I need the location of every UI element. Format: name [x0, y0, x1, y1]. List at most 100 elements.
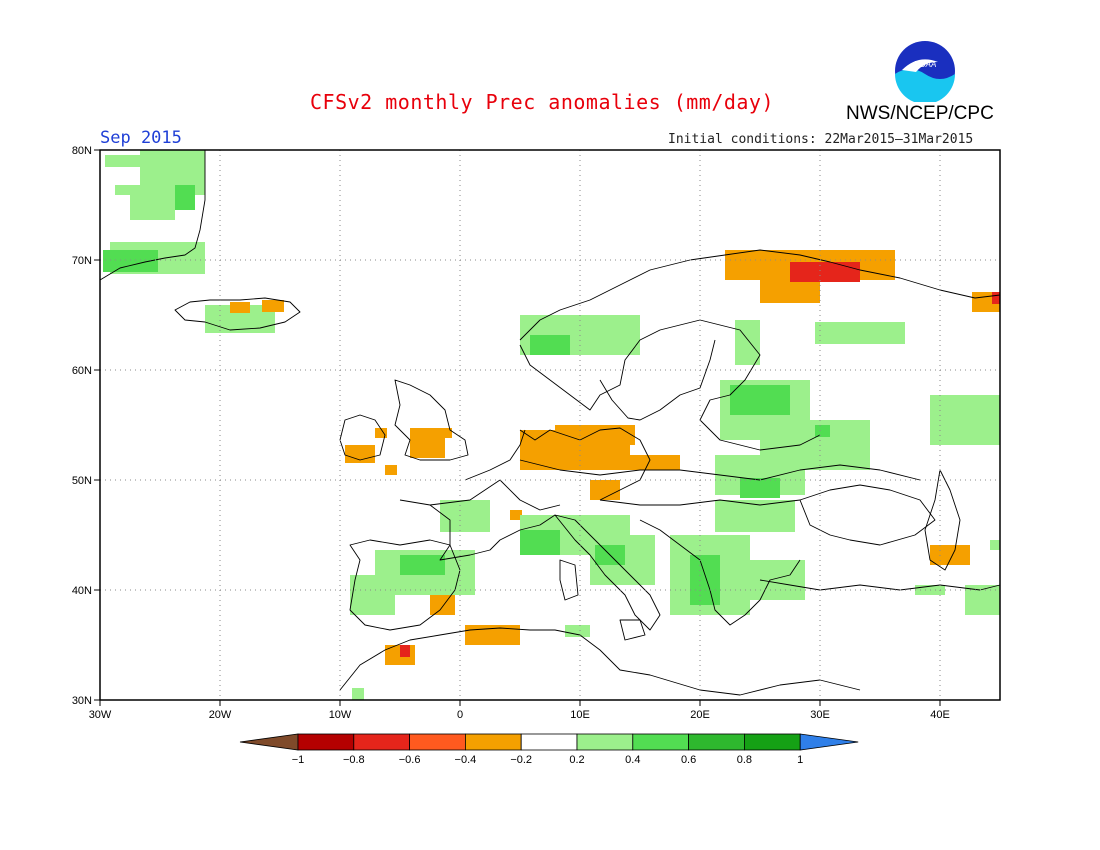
- colorbar-tick-label: −0.8: [343, 754, 365, 766]
- latitude-labels: 80N 70N 60N 50N 40N 30N: [72, 145, 92, 707]
- anomaly-cell: [465, 625, 520, 645]
- lon-label: 40E: [930, 709, 950, 721]
- anomaly-cell: [630, 455, 680, 470]
- lat-label: 80N: [72, 145, 92, 157]
- lon-label: 0: [457, 709, 463, 721]
- anomaly-cells: [103, 150, 1000, 700]
- anomaly-cell: [510, 510, 522, 520]
- coastline: [639, 519, 801, 626]
- colorbar-labels: −1 −0.8 −0.6 −0.4 −0.2 0.2 0.4 0.6 0.8 1: [292, 754, 804, 766]
- colorbar-tick-label: −0.4: [455, 754, 477, 766]
- anomaly-cell: [175, 185, 195, 210]
- coastline: [519, 427, 651, 501]
- lat-label: 60N: [72, 365, 92, 377]
- coastline: [394, 379, 469, 461]
- colorbar-segment: [576, 733, 634, 751]
- anomaly-cell: [140, 150, 205, 195]
- anomaly-cell: [555, 425, 635, 445]
- coastline: [559, 559, 579, 601]
- lon-label: 20E: [690, 709, 710, 721]
- lat-label: 70N: [72, 255, 92, 267]
- colorbar-tick-label: 0.6: [681, 754, 696, 766]
- map-frame: [99, 149, 1001, 701]
- anomaly-cell: [105, 155, 140, 167]
- colorbar-end-left: [239, 733, 299, 751]
- coastline: [499, 479, 561, 511]
- colorbar-segment: [353, 733, 410, 751]
- lon-label: 30W: [89, 709, 112, 721]
- longitude-labels: 30W 20W 10W 0 10E 20E 30E 40E: [89, 709, 950, 721]
- coastline: [339, 627, 861, 696]
- colorbar-tick-label: 0.2: [569, 754, 584, 766]
- anomaly-cell: [430, 595, 455, 615]
- anomaly-cell: [130, 195, 175, 220]
- logo-text: NOAA: [914, 60, 937, 69]
- anomaly-cell: [600, 480, 610, 500]
- colorbar-tick-label: 0.8: [737, 754, 752, 766]
- anomaly-cell: [815, 425, 830, 437]
- anomaly-cell: [745, 560, 805, 600]
- colorbar-tick-label: 0.4: [625, 754, 640, 766]
- anomaly-cell: [815, 322, 905, 344]
- lon-label: 10E: [570, 709, 590, 721]
- anomaly-cell: [400, 645, 410, 657]
- noaa-logo-icon: NOAA: [895, 41, 955, 102]
- colorbar-segment: [520, 733, 578, 751]
- anomaly-cell: [352, 688, 364, 700]
- colorbar: [239, 733, 859, 751]
- axis-ticks: [94, 149, 941, 706]
- lat-lon-grid: [100, 150, 1000, 700]
- anomaly-cell: [262, 300, 284, 312]
- initial-conditions: Initial conditions: 22Mar2015–31Mar2015: [668, 132, 974, 147]
- coastline: [599, 499, 801, 506]
- colorbar-segment: [632, 733, 689, 751]
- anomaly-cell: [992, 292, 1000, 304]
- lat-label: 40N: [72, 585, 92, 597]
- coastline: [599, 339, 716, 421]
- anomaly-cell: [930, 545, 970, 565]
- colorbar-tick-label: −0.2: [510, 754, 532, 766]
- coastline: [519, 249, 1001, 341]
- colorbar-segment: [688, 733, 745, 751]
- colorbar-end-right: [799, 733, 859, 751]
- colorbar-tick-label: −0.6: [399, 754, 421, 766]
- anomaly-cell: [730, 385, 790, 415]
- colorbar-tick-label: 1: [797, 754, 803, 766]
- anomaly-cell: [385, 465, 397, 475]
- coastline: [799, 484, 936, 546]
- coastline: [349, 539, 461, 631]
- coastline: [759, 579, 1001, 591]
- lat-label: 30N: [72, 695, 92, 707]
- anomaly-cell: [955, 395, 1000, 420]
- coastline: [339, 414, 386, 461]
- anomaly-cell: [440, 428, 452, 438]
- lon-label: 20W: [209, 709, 232, 721]
- colorbar-tick-label: −1: [292, 754, 305, 766]
- agency-label: NWS/NCEP/CPC: [846, 103, 994, 124]
- anomaly-cell: [350, 575, 395, 615]
- anomaly-cell: [520, 530, 560, 555]
- anomaly-cell: [690, 555, 720, 605]
- coastline: [399, 499, 556, 561]
- anomaly-cell: [103, 250, 158, 272]
- coastline: [519, 459, 921, 481]
- anomaly-cell: [740, 478, 780, 498]
- anomaly-cell: [565, 625, 590, 637]
- anomaly-cell: [715, 500, 795, 532]
- colorbar-segment: [744, 733, 801, 751]
- coastlines: [99, 150, 1001, 696]
- anomaly-cell: [735, 320, 760, 365]
- colorbar-segment: [464, 733, 522, 751]
- forecast-month: Sep 2015: [100, 128, 182, 148]
- anomaly-cell: [440, 500, 490, 532]
- coastline: [464, 429, 526, 481]
- anomaly-cell: [115, 185, 145, 195]
- anomaly-cell: [790, 262, 860, 282]
- anomaly-cell: [400, 555, 445, 575]
- anomaly-cell: [410, 428, 445, 458]
- anomaly-cell: [375, 428, 387, 438]
- colorbar-segment: [297, 733, 355, 751]
- coastline: [554, 514, 661, 631]
- colorbar-segment: [409, 733, 466, 751]
